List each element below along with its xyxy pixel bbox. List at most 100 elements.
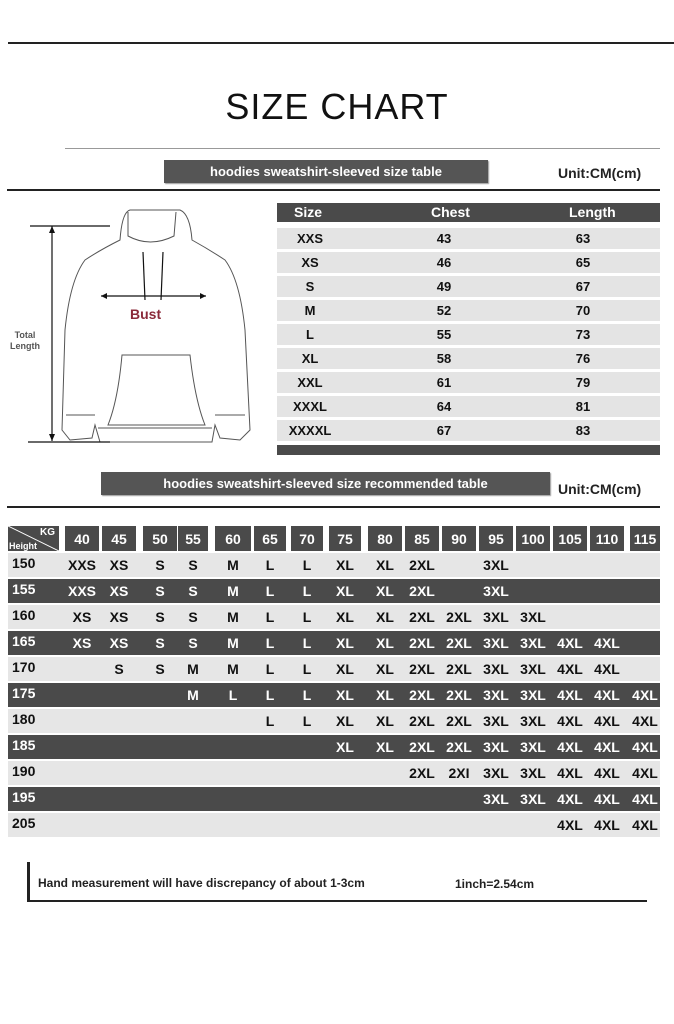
height-cell: 155: [12, 581, 36, 597]
recommended-row: 165 XS XS S S M L L XL XL 2XL 2XL 3XL 3XL 4XL 4XL: [8, 631, 660, 655]
size-cell: 4XL: [557, 765, 583, 781]
size-cell: 2XL: [409, 661, 435, 677]
size-cell: 4XL: [557, 739, 583, 755]
size-cell: 2XL: [409, 635, 435, 651]
size-cell: XL: [376, 583, 394, 599]
size-cell: 2XI: [448, 765, 470, 781]
size-cell: S: [305, 279, 315, 294]
height-cell: 170: [12, 659, 36, 675]
size-cell: XL: [376, 557, 394, 573]
drawstring-right: [160, 251, 164, 301]
drawstring-left: [142, 251, 146, 301]
size-cell: S: [155, 661, 165, 677]
size-cell: L: [265, 661, 275, 677]
size-cell: 4XL: [557, 713, 583, 729]
size-cell: 4XL: [594, 687, 620, 703]
weight-header: 85: [405, 526, 439, 551]
recommended-row: 170 S S M M L L XL XL 2XL 2XL 3XL 3XL 4XL 4XL: [8, 657, 660, 681]
length-cell: 67: [575, 279, 591, 294]
size-cell: 3XL: [520, 791, 546, 807]
section-rule: [7, 189, 660, 191]
size-cell: 3XL: [520, 739, 546, 755]
size-cell: XXS: [67, 583, 96, 599]
top-rule: [8, 42, 674, 44]
length-cell: 63: [575, 231, 591, 246]
header-chest: Chest: [431, 204, 470, 220]
height-cell: 150: [12, 555, 36, 571]
size-table-row: S 49 67: [277, 276, 660, 297]
size-cell: 3XL: [520, 661, 546, 677]
height-cell: 175: [12, 685, 36, 701]
size-cell: S: [188, 635, 198, 651]
length-cell: 73: [575, 327, 591, 342]
size-cell: 2XL: [409, 687, 435, 703]
size-cell: 3XL: [483, 713, 509, 729]
weight-header: 90: [442, 526, 476, 551]
size-table-row: XL 58 76: [277, 348, 660, 369]
weight-header: 40: [65, 526, 99, 551]
weight-header: 55: [178, 526, 208, 551]
chest-cell: 67: [436, 423, 452, 438]
size-cell: S: [188, 583, 198, 599]
size-cell: XL: [376, 739, 394, 755]
bust-label: Bust: [130, 306, 162, 322]
size-table-row: XXXL 64 81: [277, 396, 660, 417]
size-cell: XL: [336, 687, 354, 703]
size-cell: 2XL: [409, 739, 435, 755]
size-cell: L: [265, 687, 275, 703]
length-cell: 83: [575, 423, 591, 438]
size-cell: XS: [109, 609, 129, 625]
size-cell: 3XL: [520, 713, 546, 729]
size-cell: 2XL: [409, 765, 435, 781]
size-cell: M: [227, 609, 239, 625]
height-cell: 205: [12, 815, 36, 831]
chest-cell: 46: [436, 255, 452, 270]
size-cell: 3XL: [483, 765, 509, 781]
size-cell: 4XL: [594, 791, 620, 807]
size-cell: 4XL: [632, 791, 658, 807]
size-cell: XL: [376, 609, 394, 625]
size-table-banner: hoodies sweatshirt-sleeved size table: [164, 160, 488, 183]
size-cell: XXL: [297, 375, 323, 390]
weight-header: 100: [516, 526, 550, 551]
title-underline: [65, 148, 660, 149]
size-cell: XL: [336, 739, 354, 755]
size-cell: M: [227, 583, 239, 599]
height-cell: 165: [12, 633, 36, 649]
size-cell: S: [188, 609, 198, 625]
size-cell: L: [302, 661, 312, 677]
height-cell: 190: [12, 763, 36, 779]
weight-header: 75: [329, 526, 361, 551]
chest-cell: 58: [436, 351, 452, 366]
header-length: Length: [569, 204, 616, 220]
size-cell: M: [187, 687, 199, 703]
corner-cell: KG Height: [8, 526, 59, 551]
total-length-label: Total Length: [7, 330, 43, 352]
size-cell: XL: [336, 713, 354, 729]
size-cell: M: [187, 661, 199, 677]
size-cell: XL: [336, 583, 354, 599]
size-cell: L: [265, 635, 275, 651]
size-cell: XL: [376, 661, 394, 677]
size-cell: 3XL: [483, 557, 509, 573]
size-cell: L: [265, 557, 275, 573]
recommended-row: 160 XS XS S S M L L XL XL 2XL 2XL 3XL 3XL: [8, 605, 660, 629]
size-cell: XL: [336, 635, 354, 651]
recommended-row: 175 M L L L XL XL 2XL 2XL 3XL 3XL 4XL 4XL 4XL: [8, 683, 660, 707]
hoodie-outline: [61, 209, 251, 443]
weight-header: 115: [630, 526, 660, 551]
size-table-row: XXL 61 79: [277, 372, 660, 393]
recommended-table-unit: Unit:CM(cm): [558, 481, 642, 497]
size-cell: 2XL: [409, 609, 435, 625]
footer-left-bar: [27, 862, 30, 902]
length-cell: 81: [575, 399, 591, 414]
size-cell: 4XL: [632, 765, 658, 781]
weight-header: 65: [254, 526, 286, 551]
size-cell: M: [227, 635, 239, 651]
size-cell: XXXL: [293, 399, 327, 414]
recommended-row: 150 XXS XS S S M L L XL XL 2XL 3XL: [8, 553, 660, 577]
size-cell: 2XL: [409, 583, 435, 599]
section-rule-2: [7, 506, 660, 508]
size-cell: L: [265, 713, 275, 729]
size-cell: XXS: [296, 231, 323, 246]
